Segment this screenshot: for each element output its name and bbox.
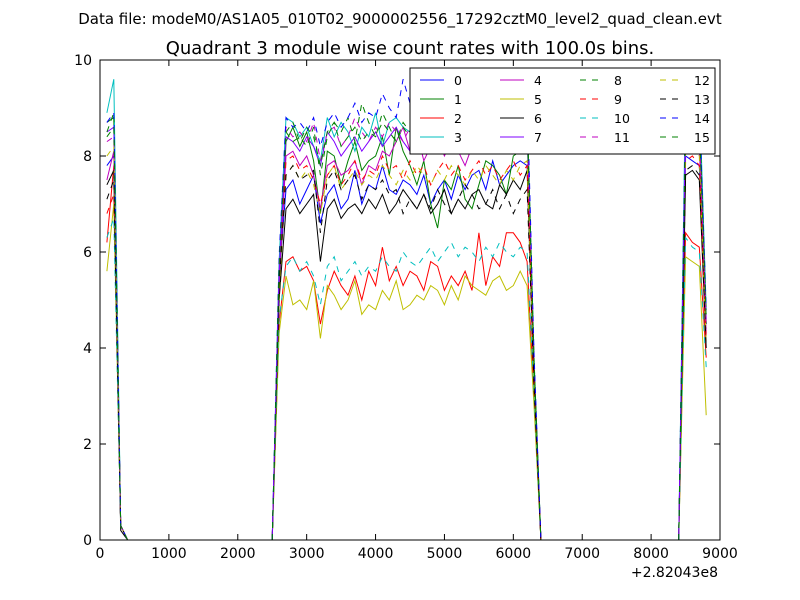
x-tick-label-9000: 9000 — [702, 546, 738, 562]
series-11-seg2 — [271, 116, 542, 540]
y-tick-label-10: 10 — [74, 53, 92, 69]
legend-entry-13: 13 — [660, 92, 710, 107]
legend-label-12: 12 — [694, 73, 710, 88]
x-tick-label-0: 0 — [96, 546, 105, 562]
series-1-seg2 — [271, 125, 542, 540]
legend-label-1: 1 — [454, 92, 462, 107]
series-10 — [106, 218, 707, 540]
series-10-seg3 — [678, 236, 707, 540]
legend-entry-11: 11 — [580, 130, 630, 145]
legend-label-15: 15 — [694, 130, 710, 145]
legend-entry-2: 2 — [420, 111, 462, 126]
x-tick-label-4000: 4000 — [358, 546, 394, 562]
series-10-seg2 — [271, 241, 542, 540]
series-14-seg2 — [271, 79, 542, 540]
y-tick-label-2: 2 — [83, 437, 92, 453]
y-tick-label-0: 0 — [83, 533, 92, 549]
legend-label-8: 8 — [614, 73, 622, 88]
legend-label-4: 4 — [534, 73, 542, 88]
legend-label-14: 14 — [694, 111, 710, 126]
plot-frame — [99, 59, 721, 541]
legend-entry-12: 12 — [660, 73, 710, 88]
legend-label-2: 2 — [454, 111, 462, 126]
legend-entry-7: 7 — [500, 130, 542, 145]
series-13-seg2 — [271, 164, 542, 540]
legend-label-13: 13 — [694, 92, 710, 107]
series-5-seg3 — [678, 255, 707, 540]
y-tick-label-6: 6 — [83, 245, 92, 261]
x-tick-label-6000: 6000 — [496, 546, 532, 562]
legend-label-10: 10 — [614, 111, 630, 126]
legend-label-7: 7 — [534, 130, 542, 145]
legend-entry-1: 1 — [420, 92, 462, 107]
legend-entry-10: 10 — [580, 111, 630, 126]
series-2-seg2 — [271, 232, 542, 540]
x-tick-label-8000: 8000 — [633, 546, 669, 562]
series-5-seg2 — [271, 270, 542, 540]
legend-label-11: 11 — [614, 130, 630, 145]
legend-entry-14: 14 — [660, 111, 710, 126]
y-tick-label-8: 8 — [83, 149, 92, 165]
legend-entry-4: 4 — [500, 73, 542, 88]
series-6-seg2 — [271, 170, 542, 540]
legend-label-5: 5 — [534, 92, 542, 107]
series-9-seg2 — [271, 154, 542, 540]
legend-label-6: 6 — [534, 111, 542, 126]
series-12-seg2 — [271, 159, 542, 540]
legend-label-3: 3 — [454, 130, 462, 145]
legend-entry-8: 8 — [580, 73, 622, 88]
legend-label-0: 0 — [454, 73, 462, 88]
x-tick-label-1000: 1000 — [151, 546, 187, 562]
chart-title: Quadrant 3 module wise count rates with … — [166, 38, 655, 59]
legend-entry-0: 0 — [420, 73, 462, 88]
legend-box — [409, 67, 716, 155]
legend-entry-5: 5 — [500, 92, 542, 107]
x-tick-label-7000: 7000 — [564, 546, 600, 562]
x-tick-label-3000: 3000 — [289, 546, 325, 562]
y-tick-label-4: 4 — [83, 341, 92, 357]
series-14-seg1 — [106, 111, 129, 540]
series-11-seg1 — [106, 135, 129, 540]
series-13-seg3 — [678, 164, 707, 540]
x-tick-label-5000: 5000 — [427, 546, 463, 562]
series-15-seg1 — [106, 125, 129, 540]
legend-label-9: 9 — [614, 92, 622, 107]
suptitle-text: Data file: modeM0/AS1A05_010T02_90000025… — [78, 10, 722, 29]
legend-entry-6: 6 — [500, 111, 542, 126]
legend-entry-9: 9 — [580, 92, 622, 107]
axis-ticks: 0 1000 2000 3000 4000 5000 6000 7000 8000 9000 0 2 4… — [74, 53, 738, 562]
legend-entry-3: 3 — [420, 130, 462, 145]
x-offset-label: +2.82043e8 — [631, 565, 718, 581]
x-tick-label-2000: 2000 — [220, 546, 256, 562]
legend-entry-15: 15 — [660, 130, 710, 145]
